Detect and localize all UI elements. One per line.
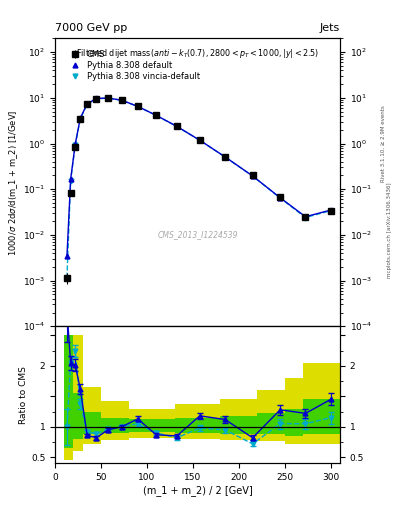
Pythia 8.308 default (303, 214, 308, 220)
Pythia 8.308 vincia-default (135, 103, 140, 110)
Pythia 8.308 vincia-default (223, 154, 228, 160)
Pythia 8.308 default (329, 207, 333, 213)
Text: mcplots.cern.ch [arXiv:1306.3436]: mcplots.cern.ch [arXiv:1306.3436] (387, 183, 391, 278)
Pythia 8.308 default (78, 115, 83, 121)
Text: Rivet 3.1.10, ≥ 2.9M events: Rivet 3.1.10, ≥ 2.9M events (381, 105, 386, 182)
Pythia 8.308 default (94, 95, 99, 101)
Pythia 8.308 default (105, 95, 110, 101)
Y-axis label: Ratio to CMS: Ratio to CMS (19, 366, 28, 424)
Pythia 8.308 vincia-default (94, 96, 99, 102)
Pythia 8.308 vincia-default (78, 116, 83, 122)
Pythia 8.308 default (64, 252, 69, 259)
Pythia 8.308 vincia-default (303, 215, 308, 221)
Text: 7000 GeV pp: 7000 GeV pp (55, 23, 127, 33)
Pythia 8.308 default (135, 103, 140, 110)
Pythia 8.308 default (68, 176, 73, 182)
X-axis label: (m_1 + m_2) / 2 [GeV]: (m_1 + m_2) / 2 [GeV] (143, 485, 252, 496)
Pythia 8.308 default (73, 141, 77, 147)
Pythia 8.308 vincia-default (73, 142, 77, 148)
Y-axis label: 1000/$\sigma$ 2d$\sigma$/d(m_1 + m_2) [1/GeV]: 1000/$\sigma$ 2d$\sigma$/d(m_1 + m_2) [1… (7, 109, 20, 255)
Legend: CMS, Pythia 8.308 default, Pythia 8.308 vincia-default: CMS, Pythia 8.308 default, Pythia 8.308 … (65, 48, 201, 83)
Pythia 8.308 default (85, 101, 90, 107)
Pythia 8.308 vincia-default (68, 178, 73, 184)
Pythia 8.308 vincia-default (250, 173, 255, 179)
Line: Pythia 8.308 default: Pythia 8.308 default (64, 96, 333, 258)
Pythia 8.308 default (197, 137, 202, 143)
Pythia 8.308 vincia-default (85, 101, 90, 108)
Pythia 8.308 vincia-default (119, 97, 124, 103)
Text: Jets: Jets (320, 23, 340, 33)
Pythia 8.308 vincia-default (197, 137, 202, 143)
Pythia 8.308 vincia-default (329, 207, 333, 214)
Text: Filtered dijet mass$(anti-k_T(0.7), 2800<p_T<1000, |y|<2.5)$: Filtered dijet mass$(anti-k_T(0.7), 2800… (76, 47, 319, 60)
Pythia 8.308 default (154, 112, 158, 118)
Pythia 8.308 default (174, 123, 179, 130)
Text: CMS_2013_I1224539: CMS_2013_I1224539 (157, 230, 238, 239)
Pythia 8.308 default (278, 195, 283, 201)
Pythia 8.308 vincia-default (154, 112, 158, 118)
Pythia 8.308 vincia-default (174, 123, 179, 130)
Pythia 8.308 default (119, 97, 124, 103)
Line: Pythia 8.308 vincia-default: Pythia 8.308 vincia-default (64, 96, 333, 280)
Pythia 8.308 vincia-default (105, 95, 110, 101)
Pythia 8.308 default (223, 154, 228, 160)
Pythia 8.308 vincia-default (278, 195, 283, 201)
Pythia 8.308 vincia-default (64, 275, 69, 281)
Pythia 8.308 default (250, 173, 255, 179)
